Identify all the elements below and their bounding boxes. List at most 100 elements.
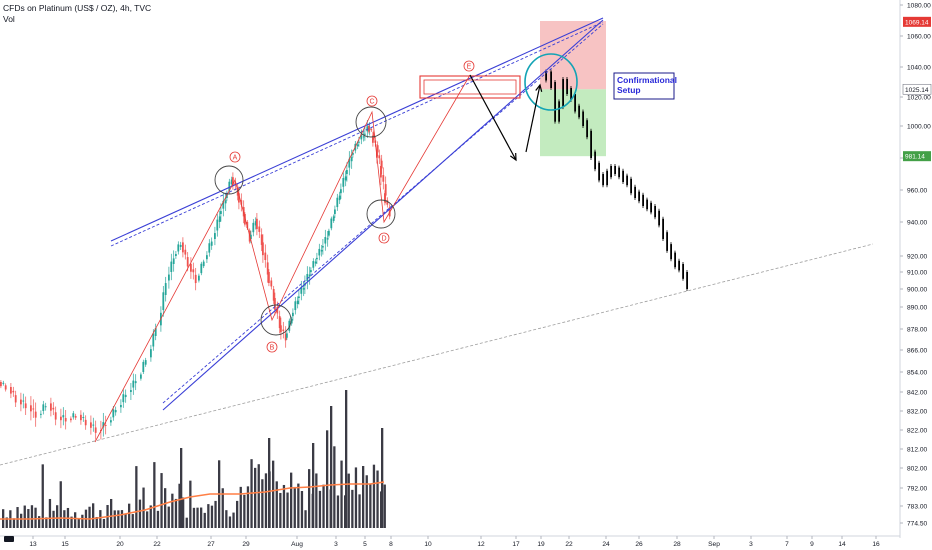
price-axis-label: 783.00 [907, 504, 928, 511]
candle-body [256, 218, 258, 230]
volume-bar [174, 498, 178, 528]
volume-bar [23, 505, 26, 528]
pivot-circle [366, 199, 396, 229]
volume-bar [300, 491, 304, 528]
time-axis-label: 12 [477, 541, 485, 548]
current-price-tag: 1025.14 [905, 87, 929, 94]
candle-body [80, 414, 82, 421]
candle-body [162, 292, 165, 311]
candle-body [112, 409, 115, 418]
volume-bar [135, 466, 138, 528]
logo-mark [4, 536, 14, 542]
volume-bar [38, 516, 41, 528]
time-axis-label: 13 [29, 541, 37, 548]
candle-body [274, 298, 276, 310]
volume-bar [333, 446, 336, 528]
projected-candle-body [674, 252, 676, 268]
volume-bar [275, 481, 278, 528]
volume-bar [304, 510, 307, 528]
projected-candle-body [590, 130, 592, 158]
volume-bar [200, 507, 203, 528]
candle-body [318, 248, 321, 256]
candle-body [120, 404, 122, 408]
upper-channel-dashed [110, 21, 604, 247]
volume-bar [102, 518, 106, 528]
time-axis-label: 19 [537, 541, 545, 548]
volume-bar [254, 467, 257, 528]
candle-body [206, 255, 208, 260]
projection-up-arrow [525, 84, 541, 153]
candle-body [368, 126, 370, 132]
volume-bar [113, 510, 116, 528]
volume-bar [345, 390, 348, 528]
chart-header: CFDs on Platinum (US$ / OZ), 4h, TVC Vol [3, 3, 151, 25]
candle-body [238, 193, 240, 203]
volume-bar [362, 466, 365, 528]
pivot-circle [260, 304, 292, 336]
candle-body [360, 134, 363, 140]
projection-down-arrow [469, 74, 517, 161]
candle-body [40, 413, 42, 415]
projected-candle-body [686, 272, 688, 289]
projected-candle-body [622, 170, 624, 182]
candle-body [342, 178, 345, 187]
candle-body [266, 262, 269, 275]
price-axis-label: 1020.00 [907, 95, 931, 102]
candle-body [72, 413, 75, 418]
projection-down-arrow-head [509, 152, 517, 162]
candle-body [270, 280, 273, 287]
candle-body [84, 419, 87, 426]
candle-body [372, 135, 374, 143]
volume-bar [340, 460, 343, 528]
candle-body [346, 170, 348, 174]
volume-bar [88, 506, 91, 528]
candle-body [184, 249, 187, 255]
candle-body [172, 258, 175, 264]
volume-bar [59, 481, 62, 528]
candle-body [282, 329, 285, 332]
stop-price-tag-bg [903, 16, 931, 27]
volume-bar [239, 486, 242, 528]
time-axis-label: 16 [872, 541, 880, 548]
projected-candle-body [678, 260, 680, 271]
candle-body [340, 189, 342, 194]
candle-body [34, 411, 37, 418]
volume-bar [52, 510, 55, 528]
time-axis-label: 27 [207, 541, 215, 548]
current-price-tag-bg [902, 83, 932, 95]
candle-body [4, 385, 7, 390]
volume-bar [131, 514, 134, 528]
candle-body [214, 233, 216, 239]
candle-body [286, 333, 288, 338]
candle-body [198, 275, 200, 281]
volume-bar [264, 473, 268, 528]
candle-body [208, 243, 211, 253]
volume-bar [243, 494, 246, 528]
price-axis-label: 832.00 [907, 409, 928, 416]
time-axis-label: 29 [242, 541, 250, 548]
callout-text: Confirmational [617, 75, 677, 85]
volume-bar [358, 494, 361, 528]
candle-body [326, 238, 329, 240]
candle-body [324, 237, 327, 244]
pivot-circle [355, 106, 387, 138]
candle-body [290, 318, 293, 324]
time-axis-label: Sep [708, 541, 720, 548]
candle-body [366, 126, 369, 132]
candle-body [328, 230, 330, 236]
volume-bar [20, 513, 23, 528]
candle-body [218, 216, 221, 222]
time-axis-label: 15 [61, 541, 69, 548]
volume-label: Vol [3, 14, 15, 24]
candle-body [322, 246, 324, 248]
candle-body [200, 263, 203, 274]
volume-bar [351, 489, 354, 528]
time-axis-label: 10 [424, 541, 432, 548]
candle-body [42, 404, 45, 411]
volume-bar [196, 507, 199, 528]
volume-bar [318, 490, 322, 528]
volume-bar [16, 507, 19, 528]
candle-body [380, 166, 382, 178]
volume-bar [308, 469, 311, 528]
